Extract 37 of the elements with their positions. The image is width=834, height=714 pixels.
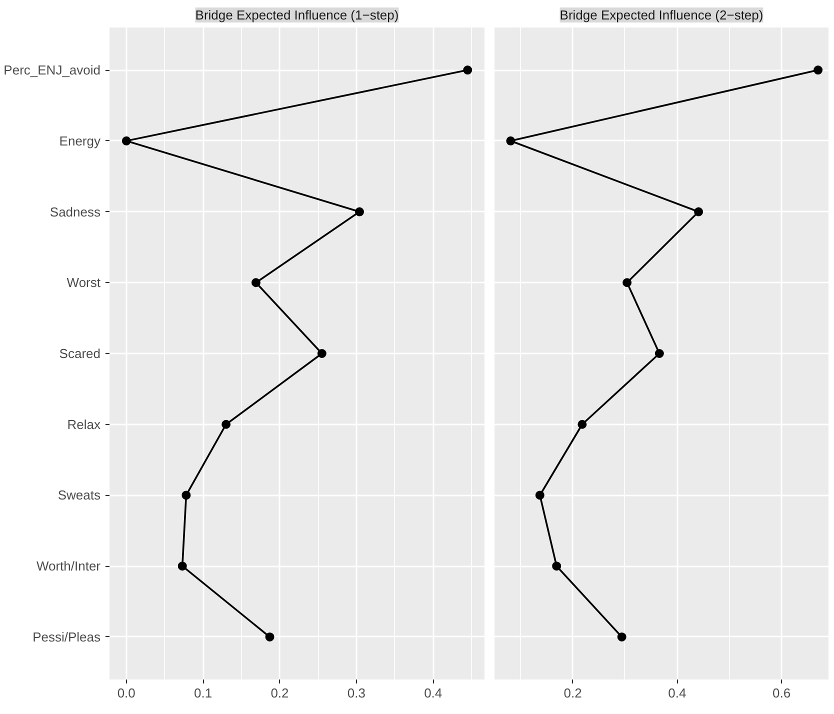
y-tick-label: Scared [59, 346, 101, 361]
y-tick-label: Energy [59, 133, 101, 148]
y-tick-label: Pessi/Pleas [32, 629, 101, 644]
point [578, 420, 587, 429]
chart-title: Bridge Expected Influence (2−step) [560, 8, 764, 22]
y-tick-label: Worst [66, 275, 101, 290]
point [317, 349, 326, 358]
y-tick-label: Worth/Inter [36, 558, 102, 574]
point [251, 278, 260, 288]
point [622, 278, 632, 288]
point [463, 66, 472, 75]
y-tick-label: Sweats [58, 488, 101, 503]
chart-title: Bridge Expected Influence (1−step) [195, 8, 399, 22]
x-tick-label: 0.4 [668, 686, 686, 700]
point [355, 207, 364, 216]
y-tick-label: Sadness [50, 204, 101, 220]
y-tick-label: Relax [67, 416, 101, 432]
point [535, 490, 544, 500]
point [654, 349, 664, 358]
point [617, 632, 626, 642]
point [122, 136, 131, 146]
point [552, 562, 562, 571]
y-tick-label: Perc_ENJ_avoid [4, 62, 100, 78]
x-tick-label: 0.2 [564, 686, 582, 700]
point [506, 136, 516, 146]
point [814, 66, 823, 75]
x-tick-label: 0.6 [772, 686, 791, 700]
point [222, 420, 231, 429]
point [182, 490, 191, 500]
x-tick-label: 0.2 [270, 686, 289, 700]
point [178, 562, 187, 571]
x-tick-label: 0.3 [347, 686, 366, 700]
x-tick-label: 0.1 [194, 686, 212, 700]
point [694, 207, 704, 216]
x-tick-label: 0.4 [424, 686, 442, 700]
point [265, 632, 274, 642]
x-tick-label: 0.0 [117, 686, 136, 700]
